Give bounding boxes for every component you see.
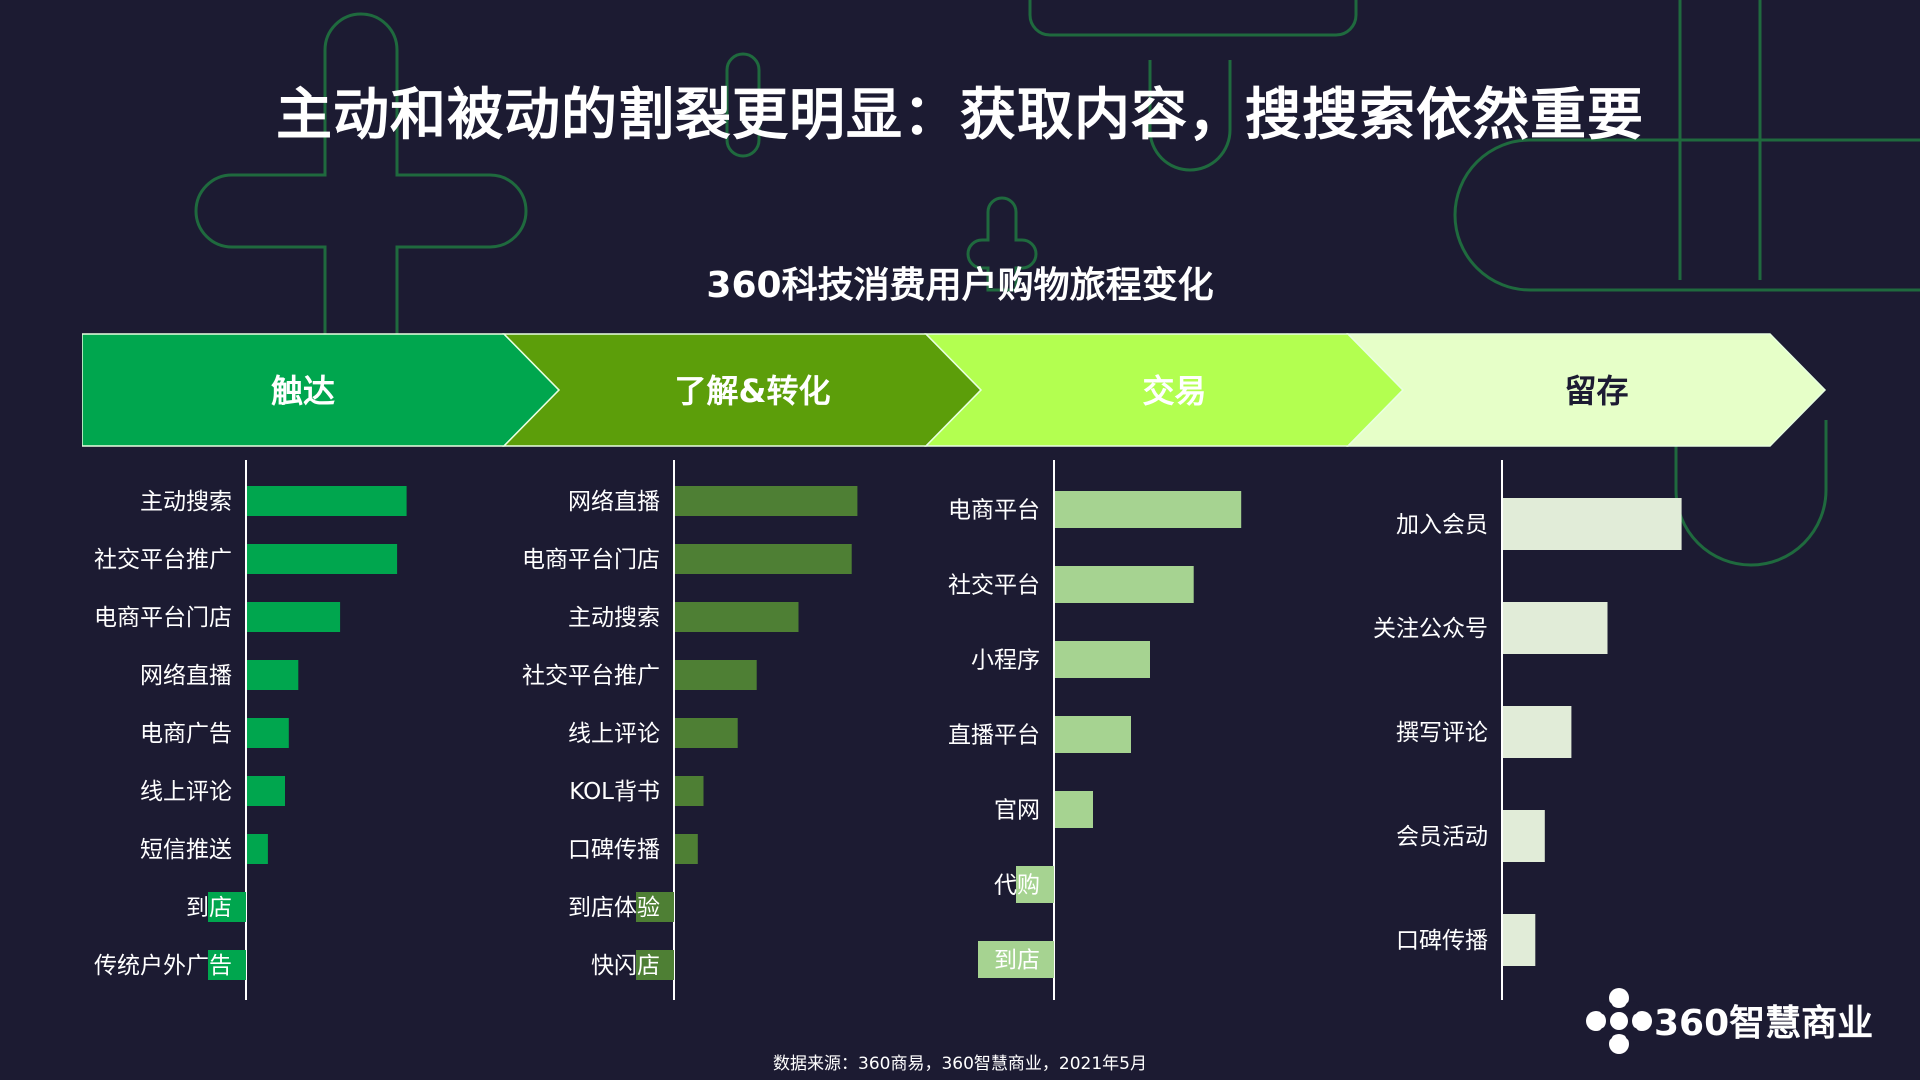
bar-3-2	[1055, 566, 1194, 603]
bar-2-7	[675, 834, 698, 864]
category-label-4-2: 关注公众号	[1373, 616, 1488, 642]
bar-1-4	[247, 660, 299, 690]
category-label-2-4: 社交平台推广	[522, 663, 660, 689]
slide-title: 主动和被动的割裂更明显：获取内容，搜搜索依然重要	[276, 83, 1644, 148]
bar-1-9	[208, 950, 246, 980]
bar-3-5	[1055, 791, 1093, 828]
category-label-1-8: 到店	[186, 895, 232, 921]
category-label-4-5: 口碑传播	[1396, 928, 1488, 954]
category-label-3-7: 到店	[994, 948, 1040, 974]
bar-1-7	[247, 834, 268, 864]
category-label-2-9: 快闪店	[591, 953, 660, 979]
bar-1-5	[247, 718, 289, 748]
bar-2-9	[636, 950, 674, 980]
source-note: 数据来源：360商易，360智慧商业，2021年5月	[773, 1054, 1147, 1074]
category-label-2-6: KOL背书	[569, 779, 660, 805]
bar-panels: 主动搜索社交平台推广电商平台门店网络直播电商广告线上评论短信推送到店传统户外广告…	[94, 460, 1682, 1000]
flower-icon	[1586, 988, 1652, 1054]
bar-3-3	[1055, 641, 1150, 678]
bar-3-6	[1016, 866, 1054, 903]
logo-text: 360智慧商业	[1654, 1003, 1874, 1044]
category-label-1-9: 传统户外广告	[94, 953, 232, 979]
category-label-1-5: 电商广告	[140, 721, 232, 747]
category-label-2-5: 线上评论	[568, 721, 660, 747]
bar-2-4	[675, 660, 757, 690]
category-label-3-6: 代购	[994, 873, 1040, 899]
bar-1-1	[247, 486, 407, 516]
bar-4-2	[1503, 602, 1608, 654]
stage-label-3: 交易	[1142, 372, 1206, 410]
chart-title: 360科技消费用户购物旅程变化	[706, 265, 1214, 306]
category-label-1-7: 短信推送	[140, 837, 232, 863]
category-label-3-2: 社交平台	[948, 573, 1040, 599]
category-label-4-1: 加入会员	[1396, 512, 1488, 538]
bar-1-3	[247, 602, 341, 632]
category-label-3-1: 电商平台	[948, 498, 1040, 524]
stage-label-1: 触达	[271, 372, 335, 410]
bar-4-3	[1503, 706, 1572, 758]
stage-arrow-4	[1346, 333, 1827, 447]
category-label-4-3: 撰写评论	[1396, 720, 1488, 746]
bar-2-3	[675, 602, 799, 632]
bar-2-5	[675, 718, 738, 748]
category-label-1-4: 网络直播	[140, 663, 232, 689]
bar-1-8	[208, 892, 246, 922]
bar-4-5	[1503, 914, 1536, 966]
bar-3-4	[1055, 716, 1131, 753]
category-label-2-2: 电商平台门店	[522, 547, 660, 573]
stage-label-2: 了解&转化	[675, 372, 831, 410]
bar-4-1	[1503, 498, 1682, 550]
category-label-4-4: 会员活动	[1396, 824, 1488, 850]
bar-1-2	[247, 544, 398, 574]
bar-2-1	[675, 486, 858, 516]
bar-3-7	[978, 941, 1054, 978]
category-label-1-3: 电商平台门店	[94, 605, 232, 631]
category-label-2-3: 主动搜索	[568, 605, 660, 631]
category-label-1-2: 社交平台推广	[94, 547, 232, 573]
bar-1-6	[247, 776, 285, 806]
category-label-1-6: 线上评论	[140, 779, 232, 805]
brand-logo: 360智慧商业	[1584, 986, 1904, 1056]
bar-2-8	[636, 892, 674, 922]
bar-2-2	[675, 544, 852, 574]
category-label-3-4: 直播平台	[948, 723, 1040, 749]
category-label-3-5: 官网	[994, 798, 1040, 824]
journey-stage-arrows: 触达 了解&转化 交易 留存	[82, 333, 1827, 447]
category-label-2-1: 网络直播	[568, 489, 660, 515]
category-label-2-8: 到店体验	[568, 895, 660, 921]
bar-4-4	[1503, 810, 1545, 862]
bar-2-6	[675, 776, 704, 806]
bar-3-1	[1055, 491, 1242, 528]
category-label-3-3: 小程序	[971, 648, 1040, 674]
category-label-2-7: 口碑传播	[568, 837, 660, 863]
stage-label-4: 留存	[1564, 372, 1628, 410]
category-label-1-1: 主动搜索	[140, 489, 232, 515]
